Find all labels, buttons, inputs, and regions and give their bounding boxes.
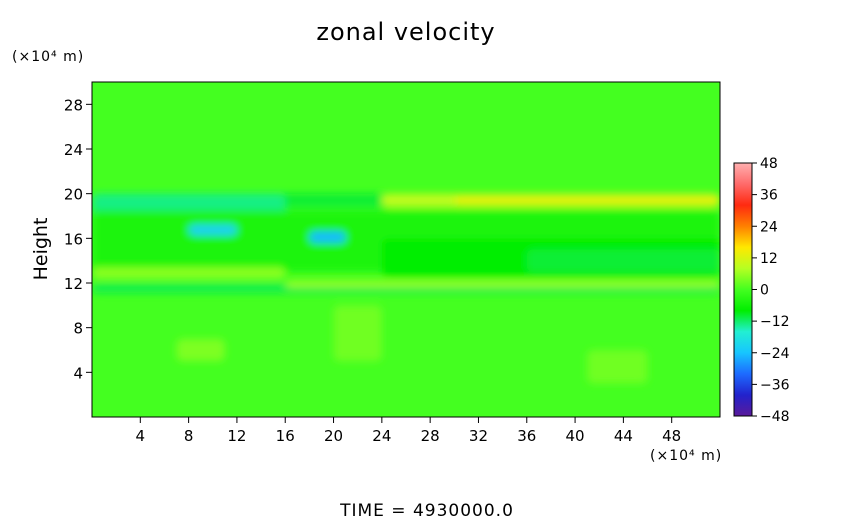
chart-title: zonal velocity: [316, 18, 495, 46]
heatmap-region: [333, 305, 382, 362]
heatmap-region: [285, 280, 720, 288]
y-tick-label: 4: [73, 364, 83, 382]
y-axis-unit: (×10⁴ m): [12, 49, 84, 65]
x-tick-label: 28: [421, 427, 440, 445]
colorbar-scale: [733, 162, 753, 417]
time-footer: TIME = 4930000.0: [339, 501, 514, 519]
x-tick-label: 44: [614, 427, 633, 445]
colorbar-tick-label: −24: [760, 346, 790, 362]
y-axis-ticks: 4 8 12 16 20 24 28: [64, 96, 92, 382]
heatmap-region: [176, 338, 225, 362]
x-axis-ticks: 4 8 12 16 20 24 28 32 36 40 44 48: [136, 417, 681, 445]
x-tick-label: 40: [566, 427, 585, 445]
heatmap-region: [188, 224, 237, 235]
x-axis-unit: (×10⁴ m): [650, 448, 722, 464]
heatmap-region: [92, 193, 286, 214]
plot-frame: [91, 81, 721, 418]
heatmap-region: [454, 195, 720, 205]
x-tick-label: 20: [324, 427, 343, 445]
heatmap-region: [92, 267, 286, 279]
x-tick-label: 4: [136, 427, 146, 445]
heatmap-region: [587, 350, 648, 384]
y-tick-label: 20: [64, 186, 83, 204]
y-tick-label: 24: [64, 141, 83, 159]
colorbar-tick-label: 36: [760, 188, 778, 204]
x-tick-label: 16: [276, 427, 295, 445]
heatmap-region: [526, 249, 720, 272]
colorbar-tick-label: −12: [760, 314, 790, 330]
x-tick-label: 12: [227, 427, 246, 445]
colorbar-tick-label: 24: [760, 219, 778, 235]
y-tick-label: 8: [73, 320, 83, 338]
y-tick-label: 16: [64, 230, 83, 248]
y-axis-label: Height: [30, 218, 52, 281]
colorbar-tick-label: 12: [760, 251, 778, 267]
x-tick-label: 24: [372, 427, 391, 445]
colorbar: 48 36 24 12 0 −12 −24 −36 −48: [733, 156, 790, 425]
x-tick-label: 36: [517, 427, 536, 445]
x-tick-label: 8: [184, 427, 194, 445]
colorbar-tick-label: 48: [760, 156, 778, 172]
colorbar-tick-label: 0: [760, 283, 769, 299]
x-tick-label: 48: [662, 427, 681, 445]
heatmap-regions: [92, 193, 720, 384]
y-tick-label: 12: [64, 275, 83, 293]
y-tick-label: 28: [64, 96, 83, 114]
x-tick-label: 32: [469, 427, 488, 445]
colorbar-tick-label: −36: [760, 377, 790, 393]
heatmap-region: [309, 231, 346, 243]
colorbar-tick-label: −48: [760, 409, 790, 425]
